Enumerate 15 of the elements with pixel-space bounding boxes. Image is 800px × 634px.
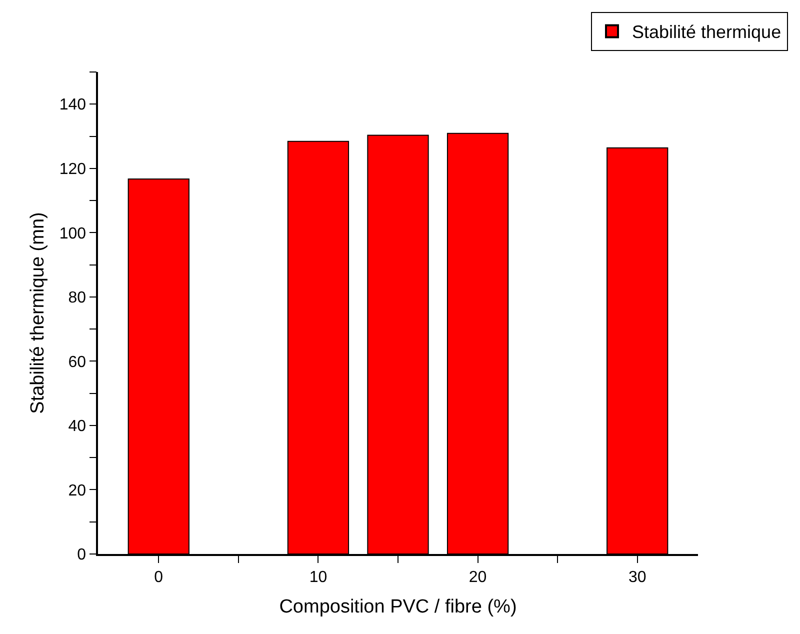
x-axis-title: Composition PVC / fibre (%) [279, 596, 517, 618]
x-tick-label: 0 [154, 568, 164, 586]
y-tick-label: 0 [77, 546, 86, 564]
x-tick-label: 10 [309, 568, 328, 586]
legend-label: Stabilité thermique [632, 22, 782, 42]
y-tick-label: 40 [68, 418, 86, 436]
x-tick-label: 30 [628, 568, 646, 586]
y-tick-label: 20 [68, 482, 86, 500]
y-tick-label: 100 [59, 225, 86, 242]
x-tick-label: 20 [468, 568, 487, 586]
y-tick-label: 120 [59, 161, 86, 178]
y-tick-label: 60 [68, 354, 86, 371]
y-tick-label: 80 [68, 290, 86, 307]
y-tick-label: 140 [59, 96, 86, 114]
y-axis-title: Stabilité thermique (mn) [28, 212, 49, 414]
